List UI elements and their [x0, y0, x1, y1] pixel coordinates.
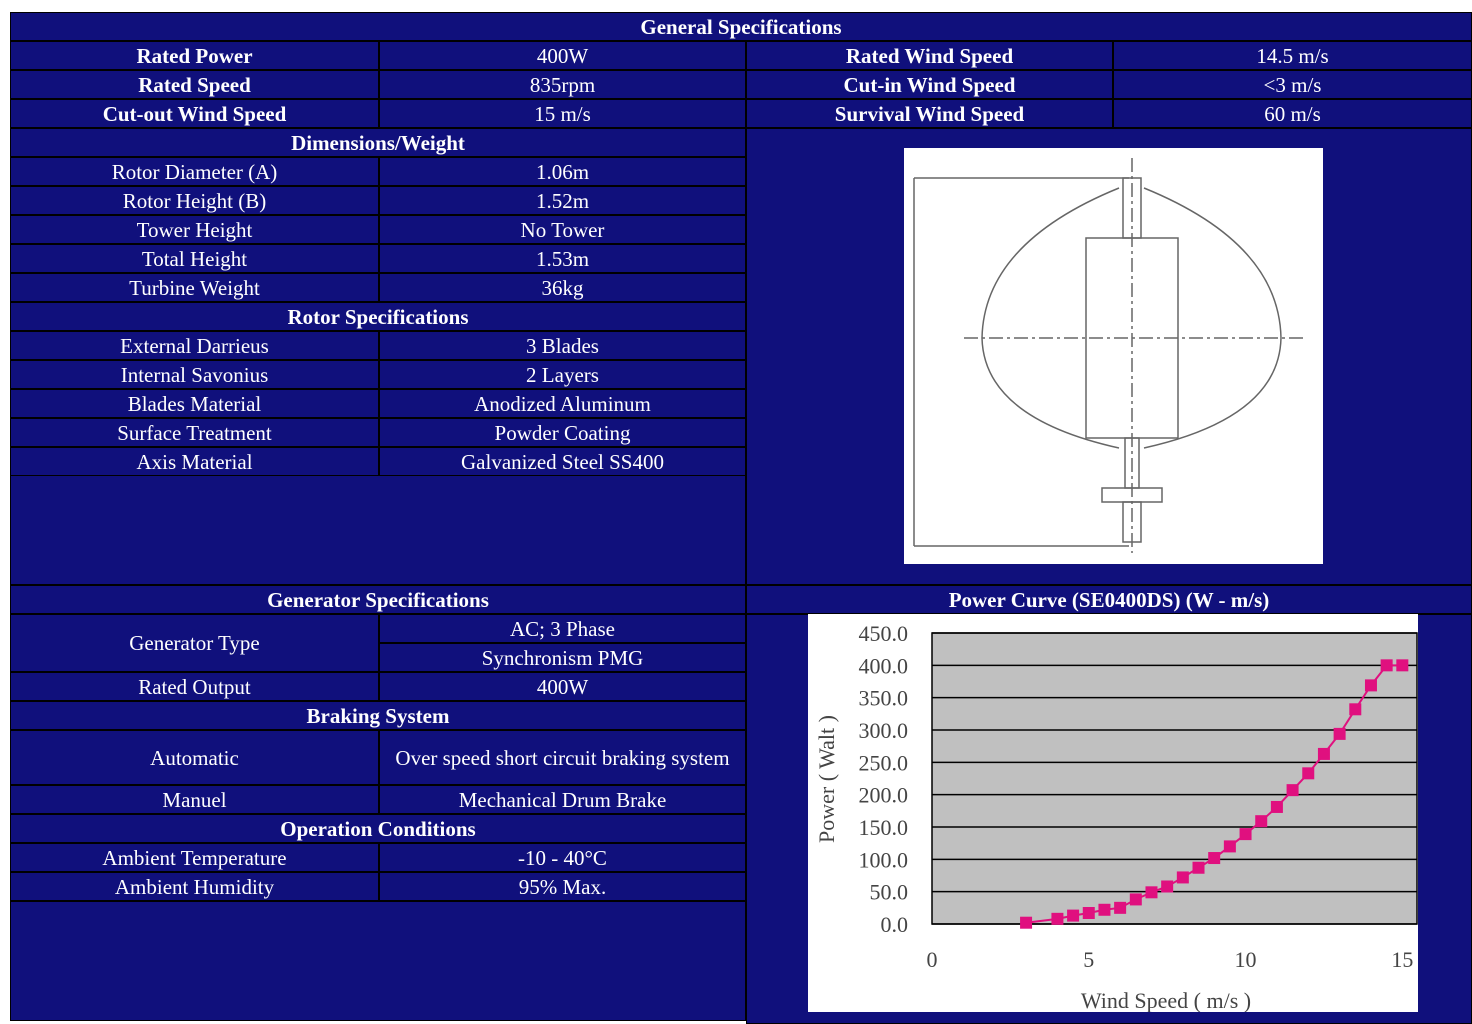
- table-cell: Rotor Height (B): [10, 186, 379, 215]
- table-cell: Anodized Aluminum: [379, 389, 746, 418]
- data-point: [1333, 727, 1346, 740]
- table-cell: 400W: [379, 41, 746, 70]
- table-cell: Tower Height: [10, 215, 379, 244]
- table-cell: 1.52m: [379, 186, 746, 215]
- table-cell: Rated Wind Speed: [746, 41, 1113, 70]
- table-cell: No Tower: [379, 215, 746, 244]
- table-cell: 1.06m: [379, 157, 746, 186]
- data-point: [1145, 886, 1158, 899]
- data-point: [1067, 909, 1080, 922]
- power-curve-chart: 0.0 50.0 100.0 150.0 200.0 250.0 300.0 350.0 400…: [808, 614, 1418, 1012]
- table-cell: Generator Type: [10, 614, 379, 672]
- y-tick-label: 50.0: [870, 880, 909, 905]
- table-cell: Ambient Temperature: [10, 843, 379, 872]
- table-cell: Synchronism PMG: [379, 643, 746, 672]
- data-point: [1114, 901, 1127, 914]
- table-cell: Survival Wind Speed: [746, 99, 1113, 128]
- table-cell: Turbine Weight: [10, 273, 379, 302]
- table-cell: Powder Coating: [379, 418, 746, 447]
- x-tick-label: 5: [1083, 947, 1094, 972]
- data-point: [1208, 852, 1221, 865]
- table-cell: Galvanized Steel SS400: [379, 447, 746, 476]
- x-tick-label: 0: [927, 947, 938, 972]
- y-tick-label: 0.0: [881, 912, 909, 937]
- data-point: [1364, 679, 1377, 692]
- y-tick-label: 100.0: [859, 847, 909, 872]
- table-cell: Surface Treatment: [10, 418, 379, 447]
- table-cell: 835rpm: [379, 70, 746, 99]
- data-point: [1223, 840, 1236, 853]
- section-header: Rotor Specifications: [10, 302, 746, 331]
- data-point: [1082, 907, 1095, 920]
- table-cell: <3 m/s: [1113, 70, 1472, 99]
- table-cell: AC; 3 Phase: [379, 614, 746, 643]
- y-tick-label: 150.0: [859, 815, 909, 840]
- table-cell: -10 - 40°C: [379, 843, 746, 872]
- y-tick-label: 300.0: [859, 718, 909, 743]
- y-tick-label: 400.0: [859, 653, 909, 678]
- section-header: General Specifications: [10, 12, 1472, 41]
- data-point: [1380, 659, 1393, 672]
- data-point: [1239, 828, 1252, 841]
- y-axis-label: Power ( Walt ): [814, 715, 839, 843]
- empty-cell: [10, 475, 746, 585]
- data-point: [1349, 703, 1362, 716]
- table-cell: External Darrieus: [10, 331, 379, 360]
- table-cell: Manuel: [10, 785, 379, 814]
- table-cell: 15 m/s: [379, 99, 746, 128]
- data-point: [1255, 815, 1268, 828]
- section-header: Operation Conditions: [10, 814, 746, 843]
- x-tick-label: 15: [1391, 947, 1413, 972]
- data-point: [1270, 800, 1283, 813]
- table-cell: Over speed short circuit braking system: [379, 730, 746, 785]
- section-header: Dimensions/Weight: [10, 128, 746, 157]
- data-point: [1020, 916, 1033, 929]
- data-point: [1161, 880, 1174, 893]
- data-point: [1192, 861, 1205, 874]
- table-cell: Cut-in Wind Speed: [746, 70, 1113, 99]
- table-cell: 2 Layers: [379, 360, 746, 389]
- table-cell: Rated Speed: [10, 70, 379, 99]
- table-cell: Ambient Humidity: [10, 872, 379, 901]
- y-tick-label: 200.0: [859, 783, 909, 808]
- table-cell: 14.5 m/s: [1113, 41, 1472, 70]
- data-point: [1176, 871, 1189, 884]
- y-tick-label: 350.0: [859, 686, 909, 711]
- data-point: [1317, 747, 1330, 760]
- empty-cell: [10, 901, 746, 1021]
- table-cell: Internal Savonius: [10, 360, 379, 389]
- table-cell: Rotor Diameter (A): [10, 157, 379, 186]
- table-cell: 60 m/s: [1113, 99, 1472, 128]
- data-point: [1286, 784, 1299, 797]
- table-cell: Rated Output: [10, 672, 379, 701]
- data-point: [1396, 659, 1409, 672]
- table-cell: Cut-out Wind Speed: [10, 99, 379, 128]
- table-cell: Axis Material: [10, 447, 379, 476]
- data-point: [1302, 767, 1315, 780]
- y-tick-label: 450.0: [859, 621, 909, 646]
- x-tick-label: 10: [1235, 947, 1257, 972]
- data-point: [1051, 912, 1064, 925]
- plot-area: [931, 632, 1418, 925]
- table-cell: 400W: [379, 672, 746, 701]
- table-cell: Total Height: [10, 244, 379, 273]
- x-axis-label: Wind Speed ( m/s ): [1081, 988, 1251, 1012]
- table-cell: Blades Material: [10, 389, 379, 418]
- turbine-drawing: [904, 148, 1323, 564]
- section-header: Generator Specifications: [10, 585, 746, 614]
- table-cell: 95% Max.: [379, 872, 746, 901]
- table-cell: 1.53m: [379, 244, 746, 273]
- table-cell: 3 Blades: [379, 331, 746, 360]
- section-header: Braking System: [10, 701, 746, 730]
- table-cell: Automatic: [10, 730, 379, 785]
- y-tick-label: 250.0: [859, 750, 909, 775]
- chart-title: Power Curve (SE0400DS) (W - m/s): [746, 585, 1472, 614]
- data-point: [1129, 893, 1142, 906]
- table-cell: 36kg: [379, 273, 746, 302]
- data-point: [1098, 903, 1111, 916]
- table-cell: Rated Power: [10, 41, 379, 70]
- table-cell: Mechanical Drum Brake: [379, 785, 746, 814]
